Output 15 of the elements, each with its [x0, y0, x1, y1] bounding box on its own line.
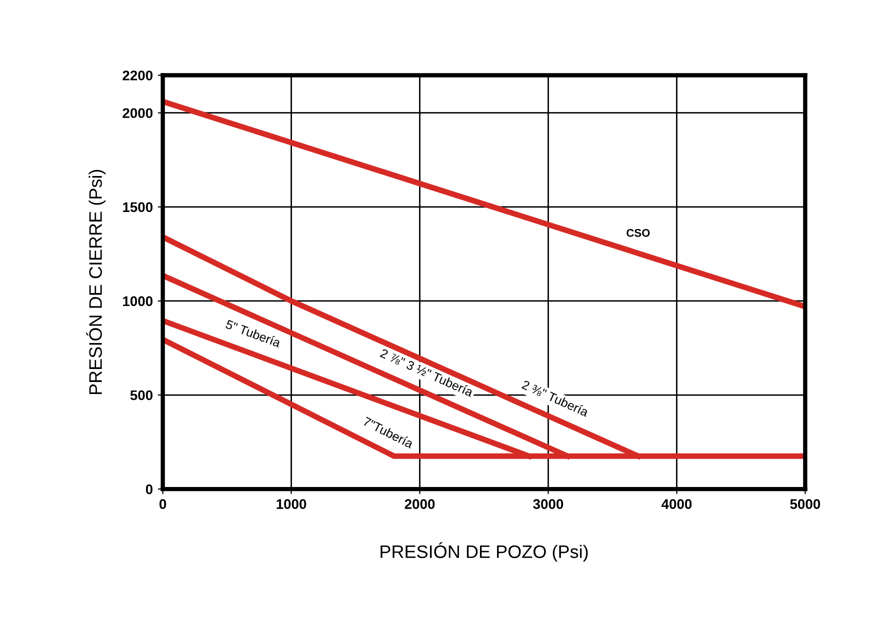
- y-axis-title: PRESIÓN DE CIERRE (Psi): [86, 170, 106, 394]
- series-label: CSO: [626, 228, 650, 237]
- x-tick-label: 5000: [790, 499, 820, 509]
- x-tick-label: 0: [159, 499, 166, 509]
- y-tick-label: 2200: [122, 70, 153, 80]
- x-axis-title: PRESIÓN DE POZO (Psi): [380, 542, 588, 562]
- x-tick-label: 2000: [404, 499, 435, 509]
- x-tick-label: 3000: [533, 499, 564, 510]
- y-tick-label: 0: [146, 484, 153, 494]
- y-tick-label: 500: [130, 390, 153, 400]
- y-tick-label: 1500: [123, 202, 153, 212]
- y-tick-label: 1000: [123, 296, 153, 306]
- x-tick-label: 1000: [276, 499, 306, 509]
- y-tick-label: 2000: [122, 108, 153, 118]
- x-tick-label: 4000: [661, 499, 692, 509]
